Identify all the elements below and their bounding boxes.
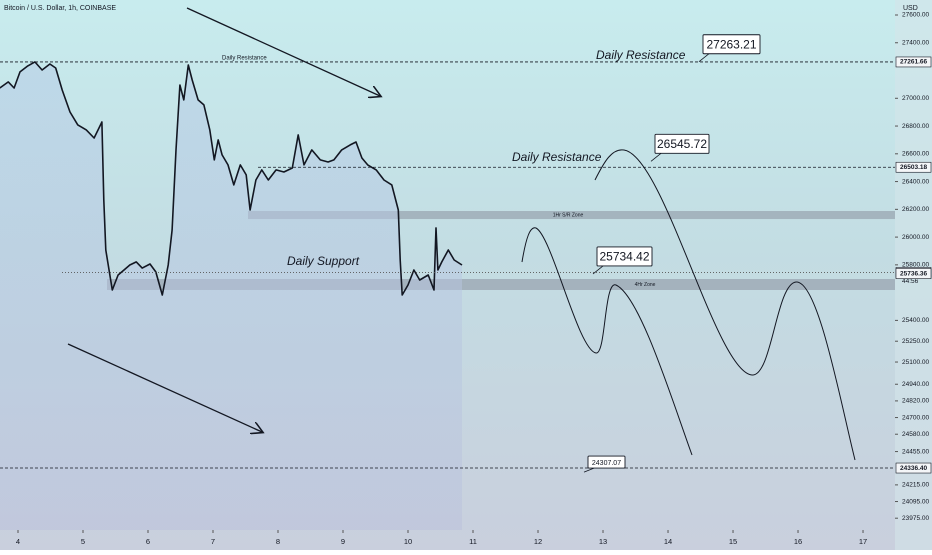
x-tick-label: 9 [341,537,345,546]
callout-pointer [698,53,710,63]
y-tick-label: 24215.00 [902,482,929,489]
x-tick-label: 4 [16,537,20,546]
y-tick-label: 25800.00 [902,262,929,269]
level-label-box [895,56,932,68]
y-tick-label: 26800.00 [902,123,929,130]
callout-pointer [583,467,595,473]
callout-box [596,246,653,267]
currency-label: USD [903,5,918,12]
y-tick-label: 24455.00 [902,448,929,455]
callout-box [702,34,761,55]
zone-label: 4Hr Zone [635,282,656,288]
annotation: Daily Resistance [222,56,267,62]
zone [107,279,895,290]
trend-arrow [186,7,380,96]
callout-pointer [650,153,662,162]
annotation: Daily Resistance [596,48,686,62]
x-tick-label: 14 [664,537,672,546]
y-tick-label: 23975.00 [902,515,929,522]
callout-label: 27263.21 [706,37,756,51]
x-tick-label: 7 [211,537,215,546]
y-tick-label: 25400.00 [902,317,929,324]
level-label-box [895,268,932,279]
countdown: 44:56 [902,278,919,285]
annotation: Daily Support [287,254,360,268]
y-tick-label: 24095.00 [902,498,929,505]
y-tick-label: 26600.00 [902,151,929,158]
y-tick-label: 27400.00 [902,39,929,46]
x-tick-label: 16 [794,537,802,546]
x-tick-label: 15 [729,537,737,546]
y-tick-label: 24700.00 [902,414,929,421]
x-tick-label: 17 [859,537,867,546]
y-tick-label: 26000.00 [902,234,929,241]
x-tick-label: 13 [599,537,607,546]
x-tick-label: 12 [534,537,542,546]
chart-title: Bitcoin / U.S. Dollar, 1h, COINBASE [4,5,116,12]
level-label: 26503.18 [900,164,927,171]
projection-path [594,149,856,461]
callout-pointer [592,265,604,275]
x-tick-label: 11 [469,537,477,546]
callout-label: 25734.42 [599,250,649,264]
trend-arrow [67,343,262,432]
y-tick-label: 25100.00 [902,359,929,366]
price-line [0,61,463,296]
zone-label: 1Hr S/R Zone [553,212,584,218]
y-tick-label: 24820.00 [902,398,929,405]
level-label: 24336.40 [900,465,927,472]
level-label: 27261.66 [900,59,927,66]
price-area [0,61,462,530]
callout-box [587,455,626,469]
x-tick-label: 8 [276,537,280,546]
y-tick-label: 26200.00 [902,206,929,213]
level-label: 25736.36 [900,270,927,277]
projection-path [521,227,693,456]
callout-label: 24307.07 [592,460,621,467]
level-label-box [895,161,932,173]
y-tick-label: 24580.00 [902,431,929,438]
y-tick-label: 25250.00 [902,338,929,345]
callout-label: 26545.72 [657,137,707,151]
y-tick-label: 27000.00 [902,95,929,102]
callout-box [654,133,710,154]
zone [248,211,895,220]
y-tick-label: 27600.00 [902,12,929,19]
annotation: Daily Resistance [512,150,602,164]
y-tick-label: 26400.00 [902,178,929,185]
level-label-box [895,462,932,474]
x-tick-label: 6 [146,537,150,546]
y-tick-label: 24940.00 [902,381,929,388]
x-tick-label: 10 [404,537,412,546]
x-tick-label: 5 [81,537,85,546]
plot: 27600.00 27400.00 27000.00 26800.00 26600.00… [0,12,932,546]
